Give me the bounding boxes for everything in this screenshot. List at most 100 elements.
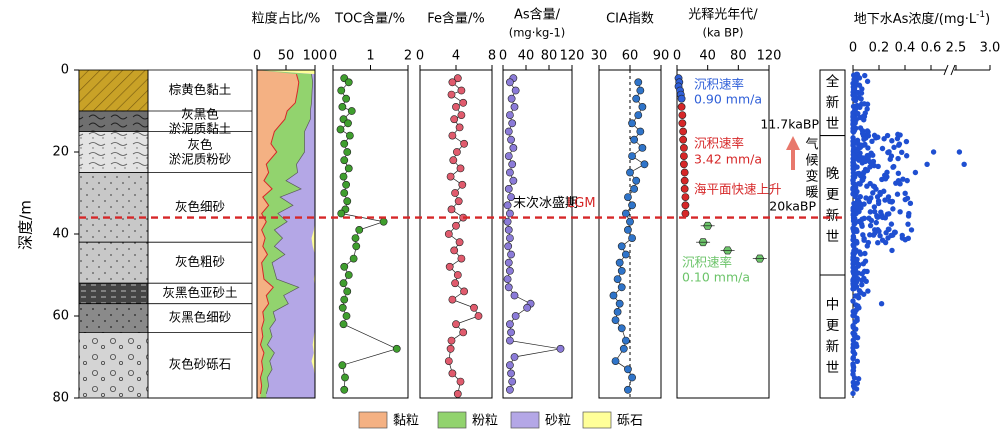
fe-point [448,295,457,304]
gw-as-point [864,78,871,85]
toc-point [344,271,353,279]
as-point [504,225,513,234]
osl-point [681,201,690,210]
epoch-label-char: 新 [826,95,840,111]
gw-as-point [891,144,897,151]
gw-as-point [885,235,891,241]
gw-as-point [903,138,910,145]
as-point [509,176,518,185]
panel-title: 粒度占比/% [252,11,321,27]
epoch-label-char: 晚 [826,166,840,182]
epoch-box-2 [819,274,846,399]
gw-as-point [860,261,867,267]
as-point [505,168,514,177]
legend-label: 粉粒 [472,414,498,429]
fe-point [451,189,459,197]
lithology-label: 灰色细砂 [175,199,225,214]
gw-as-point [912,169,919,176]
toc-point [342,94,351,103]
gw-as-point [889,138,895,144]
gw-as-point [868,217,875,224]
y-tick-label: 20 [52,145,69,160]
gw-as-point [900,176,906,182]
cia-point [617,324,626,333]
gw-as-point [862,72,868,79]
gw-as-point [887,156,893,162]
osl-point [677,103,686,111]
warming-label-char: 气 [805,137,818,153]
x-tick-label: 100 [303,49,328,64]
panel-title: TOC含量/% [334,11,405,27]
fe-point [449,156,458,165]
cia-point [617,242,626,251]
y-tick-label: 60 [52,309,69,324]
gw-as-point [867,222,874,229]
lithology-label-line: 淤泥质粉砂 [169,151,232,166]
y-tick-label: 40 [52,227,69,242]
gw-as-point [856,75,863,81]
fe-point [455,123,464,132]
toc-point [343,287,352,296]
gw-as-point [863,278,869,285]
as-point [503,275,512,283]
gw-as-point [850,298,856,304]
cia-point [609,291,618,300]
legend-label: 砾石 [617,414,643,429]
gw-as-point [891,163,897,170]
x-tick-label: 4 [452,49,460,64]
fe-point [458,180,467,189]
legend-swatch [582,411,612,429]
gw-as-point [874,194,881,200]
toc-point [340,156,349,165]
x-tick-label: 40 [518,49,535,64]
lithology-label: 灰黑色淤泥质黏土 [169,106,232,135]
as-point [511,86,520,95]
fe-point [446,344,455,353]
toc-point [344,164,353,173]
as-point [507,193,515,201]
as-point [504,242,513,251]
warming-label-char: 候 [805,154,818,169]
lithology-layer-5 [78,282,149,305]
x-tick-label: 0.6 [921,41,942,56]
osl-point [681,209,690,218]
gw-as-point [873,186,879,192]
x-tick-label: 0 [673,49,681,64]
gw-as-point [851,385,858,391]
gw-as-point [850,390,856,397]
x-tick-label: 0 [253,49,261,64]
legend-swatch [510,411,540,429]
x-tick-label: 0 [416,49,424,64]
lithology-label: 灰色砂砾石 [169,357,232,372]
gw-as-point [865,145,871,151]
gw-as-point [864,106,870,112]
lithology-label-frame [147,69,253,399]
fe-point [450,115,459,124]
gw-as-point [904,177,910,184]
gw-axis-break-mark [950,64,956,76]
osl-annotation: 3.42 mm/a [694,152,762,167]
toc-point [349,254,358,263]
cia-point [628,201,636,210]
osl-point [680,160,688,169]
gw-as-point [861,235,867,242]
gw-as-point [896,141,903,147]
y-tick-label: 0 [61,63,69,78]
legend-label: 黏粒 [393,413,419,429]
lithology-label: 灰黑色亚砂土 [162,285,237,300]
fe-point [444,230,453,238]
grain-silt-line [265,74,314,394]
legend-swatch [358,411,388,429]
gw-as-point [895,178,902,184]
fe-point [455,238,464,247]
as-point [507,94,516,103]
x-tick-label: 80 [730,49,747,64]
gw-as-point [850,354,856,361]
as-point [504,283,513,292]
gw-as-point [861,201,867,207]
gw-as-point [877,189,883,196]
as-point [556,344,565,353]
fe-point [448,131,457,140]
osl-annotation: 沉积速率 [694,77,744,92]
osl-annotation: 沉积速率 [694,136,744,151]
